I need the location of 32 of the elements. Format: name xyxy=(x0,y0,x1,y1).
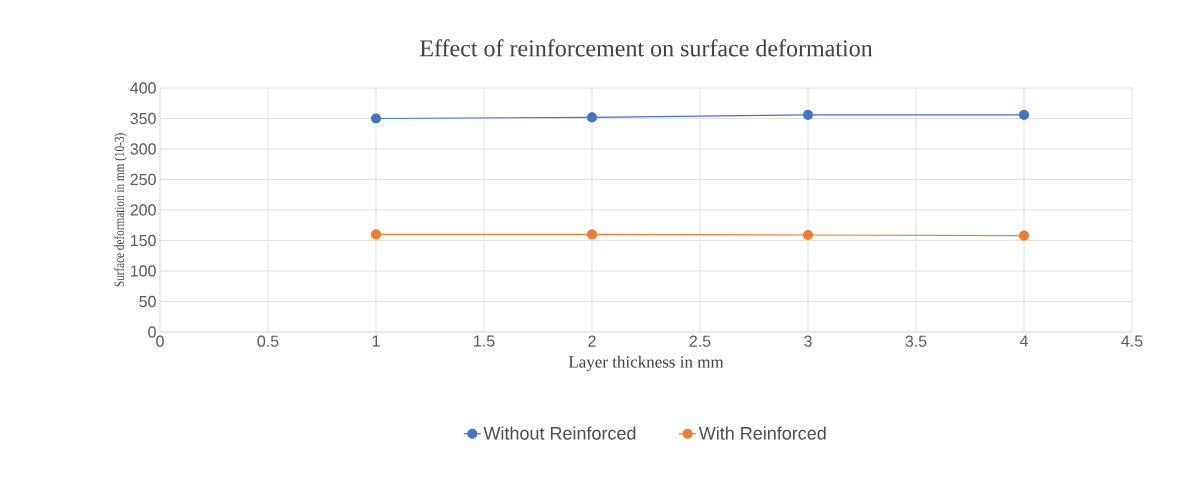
y-tick-label: 0 xyxy=(148,326,156,338)
x-tick-label: 2 xyxy=(588,335,596,347)
point xyxy=(586,112,598,123)
x-tick-label: 2.5 xyxy=(689,335,711,347)
x-tick-label: 4.5 xyxy=(1121,335,1143,347)
point xyxy=(802,109,814,120)
point xyxy=(802,229,814,241)
y-tick-label: 350 xyxy=(130,112,156,125)
x-tick-label: 1.5 xyxy=(474,335,495,347)
y-tick-label: 50 xyxy=(139,295,156,308)
point xyxy=(370,229,382,240)
x-tick-label: 3.5 xyxy=(905,335,927,347)
x-axis-title: Layer thickness in mm xyxy=(568,355,724,372)
x-tick-label: 0 xyxy=(156,335,164,347)
y-tick-label: 100 xyxy=(131,265,156,277)
point xyxy=(1018,230,1030,241)
x-tick-label: 4 xyxy=(1019,335,1028,347)
x-tick-label: 1 xyxy=(372,335,380,347)
y-tick-label: 400 xyxy=(130,82,156,94)
point xyxy=(1018,109,1030,120)
y-tick-label: 200 xyxy=(130,204,156,216)
point xyxy=(586,229,598,240)
y-tick-label: 300 xyxy=(130,143,156,155)
x-tick-label: 0.5 xyxy=(257,335,279,347)
point xyxy=(370,113,382,124)
y-tick-label: 150 xyxy=(131,234,156,247)
y-axis-title: Surface deformation in mm (10-3) xyxy=(114,133,127,287)
legend-label: Without Reinforced xyxy=(483,426,636,440)
legend-label: With Reinforced xyxy=(698,426,826,440)
chart-title: Effect of reinforcement on surface deformation xyxy=(420,39,873,57)
y-tick-label: 250 xyxy=(130,173,156,186)
x-tick-label: 3 xyxy=(804,335,812,347)
